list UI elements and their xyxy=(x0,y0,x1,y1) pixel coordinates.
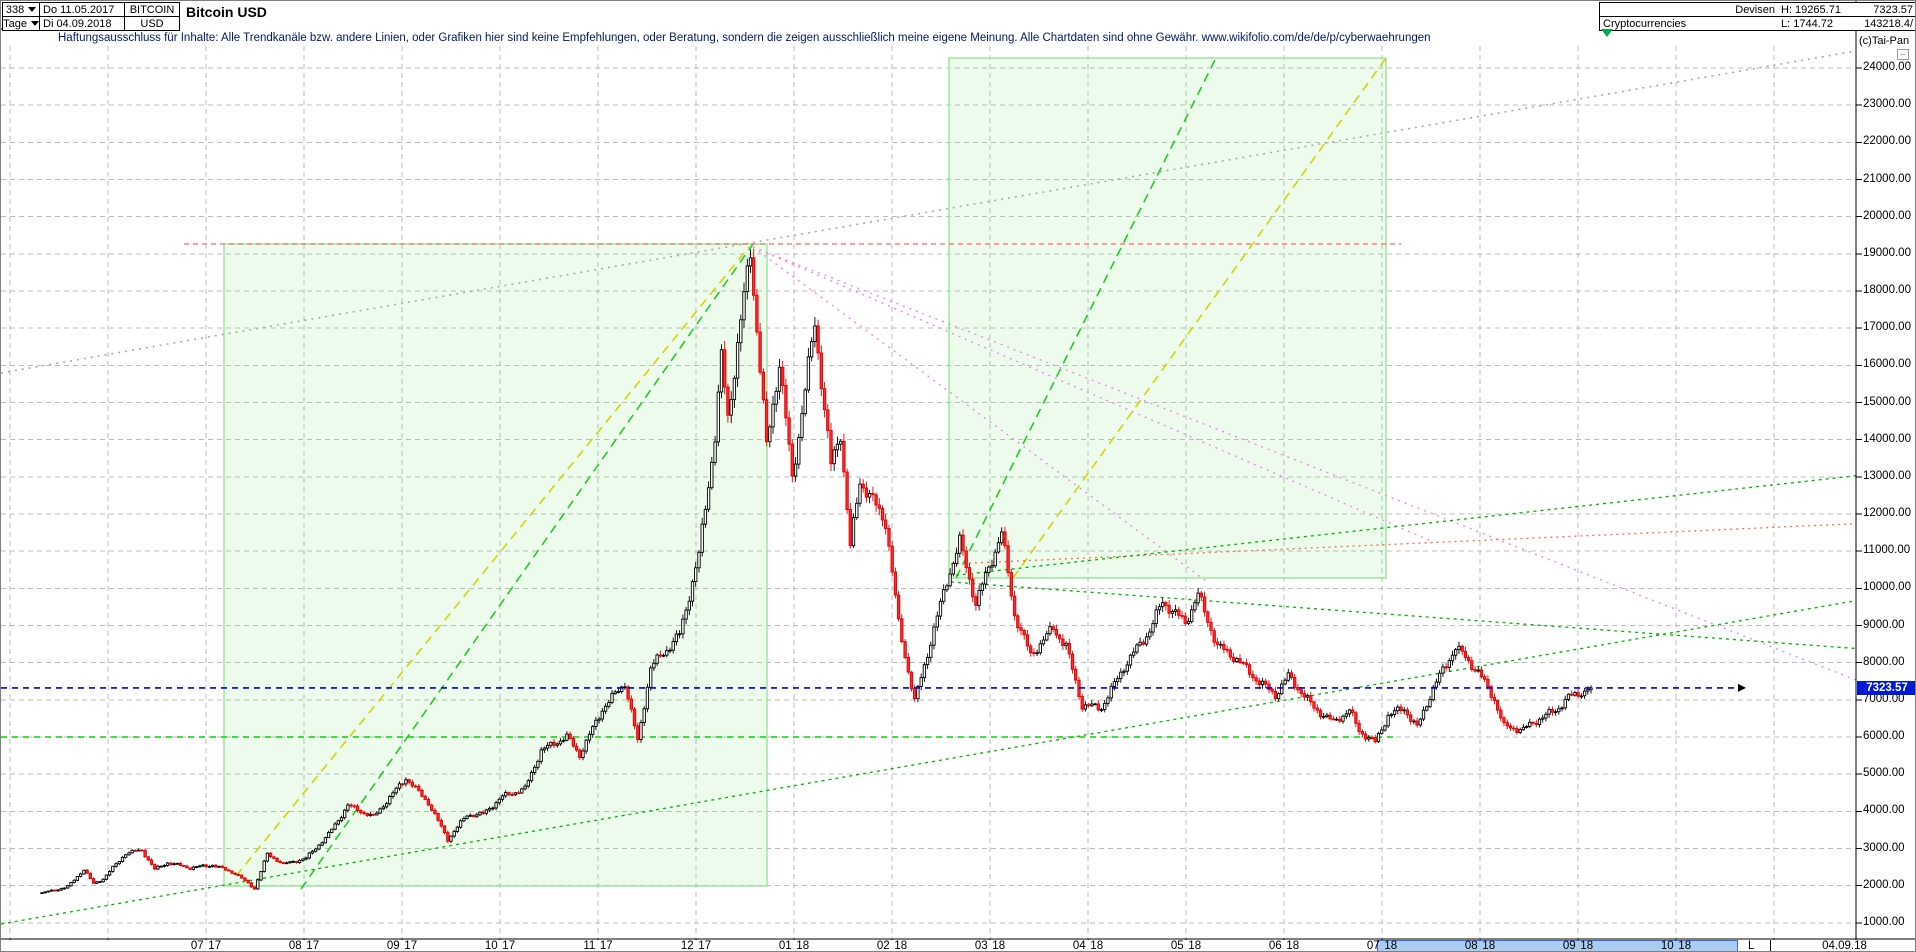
price-tick-label: 23000.00 xyxy=(1863,98,1911,111)
price-tick-label: 3000.00 xyxy=(1863,841,1905,854)
last-bar-marker: L xyxy=(1748,940,1755,952)
volume-cell: 143218.4/ xyxy=(1856,16,1915,31)
copyright-label: (c)Tai-Pan xyxy=(1859,35,1910,47)
symbol-cell-line1: BITCOIN xyxy=(124,2,180,17)
time-axis: 07 17 08 17 09 17 10 17 11 17 12 17 01 18 02 18… xyxy=(1,940,1915,952)
price-axis: 24000.00 23000.00 22000.00 21000.00 20000.00… xyxy=(1857,1,1915,951)
month-tick-label: 04 18 xyxy=(1072,940,1104,952)
page-title: Bitcoin USD xyxy=(186,4,267,20)
month-tick-label: 07 17 xyxy=(190,940,222,952)
price-tick-label: 14000.00 xyxy=(1863,432,1911,445)
timeframe-value: Tage xyxy=(3,17,27,30)
start-date-cell: Do 11.05.2017 xyxy=(39,2,125,17)
month-tick-label: 11 17 xyxy=(583,940,613,952)
price-tick-label: 19000.00 xyxy=(1863,246,1911,259)
month-tick-label: 10 17 xyxy=(484,940,516,952)
down-candles xyxy=(53,248,1580,892)
current-price-badge: 7323.57 xyxy=(1857,680,1915,695)
up-candles xyxy=(40,249,1593,895)
minimize-icon[interactable]: – xyxy=(1897,49,1909,60)
category-cell-line1: Devisen xyxy=(1599,2,1779,17)
price-tick-label: 17000.00 xyxy=(1863,321,1911,334)
price-tick-label: 21000.00 xyxy=(1863,172,1911,185)
month-tick-label: 05 18 xyxy=(1170,940,1202,952)
price-tick-label: 24000.00 xyxy=(1863,61,1911,73)
month-tick-label: 08 18 xyxy=(1464,940,1496,952)
price-tick-label: 22000.00 xyxy=(1863,135,1911,148)
bars-count-select[interactable]: 338 xyxy=(2,2,40,17)
price-tick-label: 1000.00 xyxy=(1863,915,1905,928)
month-tick-label: 12 17 xyxy=(680,940,712,952)
price-tick-label: 16000.00 xyxy=(1863,358,1911,371)
price-tick-label: 9000.00 xyxy=(1863,618,1905,631)
month-tick-label: 02 18 xyxy=(876,940,908,952)
price-tick-label: 4000.00 xyxy=(1863,804,1905,817)
last-price-cell: 7323.57 xyxy=(1856,2,1915,17)
month-tick-label: 10 18 xyxy=(1660,940,1692,952)
price-tick-label: 20000.00 xyxy=(1863,209,1911,222)
month-tick-label: 01 18 xyxy=(778,940,810,952)
category-cell-line2: Cryptocurrencies xyxy=(1599,16,1779,31)
timeframe-select[interactable]: Tage xyxy=(2,16,40,31)
price-tick-label: 6000.00 xyxy=(1863,730,1905,743)
period-low-cell: L: 1744.72 xyxy=(1778,16,1857,31)
month-tick-label: 09 17 xyxy=(386,940,418,952)
price-tick-label: 10000.00 xyxy=(1863,581,1911,594)
price-tick-label: 2000.00 xyxy=(1863,878,1905,891)
last-date-box: 04.09.18 xyxy=(1770,940,1915,951)
price-tick-label: 18000.00 xyxy=(1863,284,1911,297)
price-tick-label: 12000.00 xyxy=(1863,507,1911,520)
disclaimer-text: Haftungsausschluss für Inhalte: Alle Tre… xyxy=(58,32,1431,44)
bars-count-value: 338 xyxy=(5,3,25,16)
price-tick-label: 7000.00 xyxy=(1863,692,1905,705)
range-highlight xyxy=(1377,940,1738,951)
today-marker-icon xyxy=(1601,29,1613,37)
month-tick-label: 07 18 xyxy=(1366,940,1398,952)
month-tick-label: 08 17 xyxy=(288,940,320,952)
price-tick-label: 8000.00 xyxy=(1863,655,1905,668)
end-date-cell: Di 04.09.2018 xyxy=(39,16,125,31)
chevron-down-icon xyxy=(28,7,37,12)
month-tick-label: 03 18 xyxy=(974,940,1006,952)
price-tick-label: 15000.00 xyxy=(1863,395,1911,408)
month-tick-label: 06 18 xyxy=(1268,940,1300,952)
symbol-cell-line2: USD xyxy=(124,16,180,31)
chevron-down-icon xyxy=(30,21,39,26)
month-tick-label: 09 18 xyxy=(1562,940,1594,952)
price-tick-label: 11000.00 xyxy=(1863,544,1911,557)
price-tick-label: 5000.00 xyxy=(1863,767,1905,780)
price-tick-label: 13000.00 xyxy=(1863,469,1911,482)
period-high-cell: H: 19265.71 xyxy=(1778,2,1857,17)
